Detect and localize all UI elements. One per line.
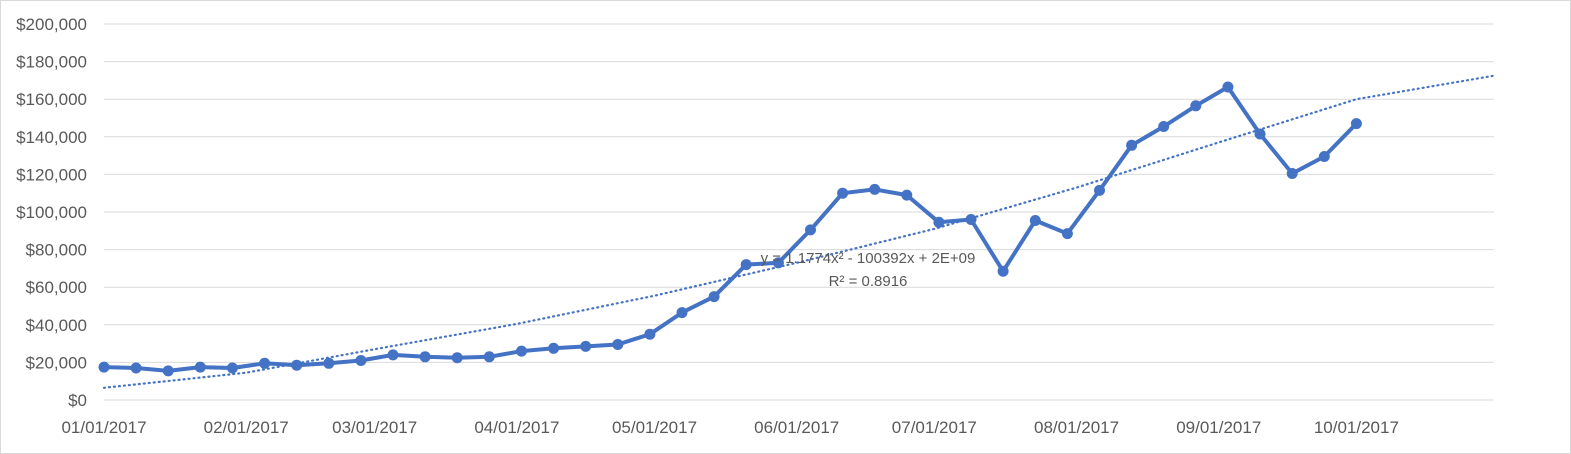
data-point — [612, 339, 624, 350]
x-tick-label: 05/01/2017 — [612, 418, 697, 437]
data-series — [98, 81, 1362, 377]
data-point — [483, 351, 495, 363]
data-point — [772, 257, 784, 269]
x-tick-label: 09/01/2017 — [1176, 418, 1261, 437]
y-axis-tick-labels: $0 $20,000 $40,000 $60,000 $80,000 $100,000 $1… — [16, 15, 87, 410]
data-point — [580, 340, 592, 352]
trendline — [102, 74, 1496, 389]
x-tick-label: 08/01/2017 — [1034, 418, 1119, 437]
data-point — [1286, 168, 1298, 179]
data-point — [965, 214, 977, 225]
trendline-equation: y = 1.1774x² - 100392x + 2E+09 — [761, 250, 976, 267]
data-point — [1126, 139, 1138, 151]
data-point — [162, 365, 174, 377]
data-point — [1318, 151, 1330, 162]
data-point — [1029, 215, 1041, 226]
data-point — [355, 355, 367, 366]
data-point — [837, 187, 849, 199]
data-point — [1222, 81, 1234, 93]
x-tick-label: 10/01/2017 — [1314, 418, 1399, 437]
data-point — [1158, 121, 1170, 132]
data-point — [516, 345, 527, 357]
y-tick-label: $160,000 — [16, 90, 87, 109]
y-tick-label: $140,000 — [16, 128, 87, 147]
data-point — [1254, 128, 1266, 140]
data-point — [323, 357, 335, 369]
data-point — [1094, 184, 1105, 196]
data-point — [1190, 100, 1202, 112]
data-point — [869, 183, 881, 195]
trendline-r-squared: R² = 0.8916 — [829, 273, 908, 290]
data-point — [259, 357, 271, 369]
data-point — [226, 362, 238, 374]
data-point — [708, 291, 720, 303]
y-tick-label: $60,000 — [26, 278, 87, 297]
data-point — [1061, 228, 1073, 240]
data-point — [1350, 118, 1362, 130]
trendline-labels: y = 1.1774x² - 100392x + 2E+09 R² = 0.89… — [761, 250, 976, 290]
x-tick-label: 03/01/2017 — [332, 418, 417, 437]
data-point — [644, 328, 656, 340]
y-tick-label: $20,000 — [26, 353, 87, 372]
data-point — [805, 224, 816, 236]
x-tick-label: 04/01/2017 — [474, 418, 559, 437]
data-point — [291, 359, 303, 371]
series-line — [103, 85, 1358, 373]
y-tick-label: $100,000 — [16, 203, 87, 222]
data-point — [451, 352, 463, 364]
y-tick-label: $200,000 — [16, 15, 87, 34]
x-axis-tick-labels: 01/01/2017 02/01/2017 03/01/2017 04/01/2017… — [61, 418, 1398, 437]
data-point — [997, 265, 1009, 277]
y-tick-label: $120,000 — [16, 165, 87, 184]
y-tick-label: $0 — [68, 391, 87, 410]
data-point — [676, 307, 688, 319]
data-point — [419, 351, 431, 363]
y-tick-label: $80,000 — [26, 241, 87, 260]
data-point — [901, 189, 913, 201]
gridlines — [104, 23, 1494, 401]
data-point — [130, 362, 142, 374]
x-tick-label: 07/01/2017 — [892, 418, 977, 437]
x-tick-label: 06/01/2017 — [754, 418, 839, 437]
data-point — [740, 259, 752, 271]
data-point — [933, 216, 945, 228]
trendline-path — [102, 74, 1496, 389]
x-tick-label: 02/01/2017 — [204, 418, 289, 437]
data-point — [194, 361, 206, 373]
y-tick-label: $180,000 — [16, 53, 87, 72]
data-point — [387, 349, 399, 361]
y-tick-label: $40,000 — [26, 316, 87, 335]
x-tick-label: 01/01/2017 — [61, 418, 146, 437]
data-point — [548, 342, 560, 354]
data-point — [98, 361, 110, 373]
